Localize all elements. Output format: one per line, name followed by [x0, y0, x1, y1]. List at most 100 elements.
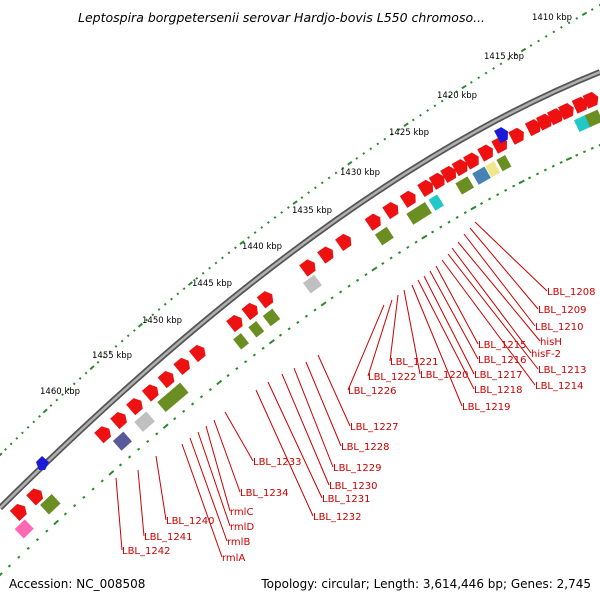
backbone-highlight	[0, 70, 600, 509]
summary-text: Topology: circular; Length: 3,614,446 bp…	[261, 577, 591, 591]
inner-tick	[128, 455, 132, 459]
tick-mark	[260, 226, 264, 229]
gene-arrow	[317, 246, 334, 264]
gene-arrow	[126, 398, 143, 416]
tick-mark	[355, 156, 359, 160]
inner-tick	[82, 495, 86, 499]
gene-block-khaki	[485, 161, 501, 178]
inner-tick	[347, 284, 351, 288]
tick-mark	[214, 261, 218, 265]
inner-tick	[470, 205, 477, 211]
tick-mark	[300, 196, 304, 199]
inner-tick	[504, 188, 508, 192]
inner-tick	[53, 519, 60, 526]
tick-mark	[4, 448, 7, 451]
tick-mark	[362, 152, 366, 155]
gene-label-16: LBL_1227	[350, 422, 398, 433]
inner-tick	[389, 256, 393, 260]
gene-label-26: rmlB	[227, 537, 250, 548]
gene-arrow	[582, 91, 599, 109]
gene-label-13: LBL_1221	[390, 357, 438, 368]
gene-label-22: LBL_1233	[253, 457, 301, 468]
tick-mark	[26, 425, 30, 429]
map-title: Leptospira borgpetersenii serovar Hardjo…	[78, 10, 486, 25]
tick-mark	[96, 360, 100, 364]
tick-label-5: 1435 kbp	[292, 206, 332, 216]
tick-mark	[440, 99, 444, 103]
gene-arrow	[256, 291, 274, 309]
gene-arrow	[440, 165, 456, 183]
leader-line	[389, 294, 399, 362]
gene-label-9: LBL_1217	[474, 370, 522, 381]
tick-mark	[341, 166, 345, 170]
gene-block-olive	[496, 155, 512, 172]
tick-mark	[590, 8, 594, 11]
accession-text: Accession: NC_008508	[9, 577, 146, 591]
inner-tick-ring	[0, 143, 600, 577]
gene-label-15: LBL_1226	[348, 386, 396, 397]
gene-label-10: LBL_1218	[474, 385, 522, 396]
tick-mark	[520, 47, 527, 53]
gene-label-14: LBL_1222	[368, 372, 416, 383]
tick-mark	[15, 436, 19, 440]
inner-tick	[364, 273, 368, 277]
leader-line	[189, 437, 228, 542]
tick-mark	[89, 365, 95, 371]
inner-tick	[244, 360, 248, 364]
inner-tick	[146, 439, 150, 444]
inner-tick	[479, 201, 484, 205]
tick-label-4: 1430 kbp	[340, 168, 380, 178]
tick-mark	[320, 181, 324, 185]
inner-tick	[598, 143, 600, 147]
gene-arrow	[94, 426, 111, 444]
tick-mark	[120, 339, 124, 343]
tick-mark	[581, 11, 588, 17]
leader-line	[474, 221, 548, 292]
inner-tick	[421, 234, 428, 240]
inner-tick	[447, 220, 451, 224]
leader-line	[213, 419, 241, 493]
gene-arrow-blue	[494, 127, 508, 144]
inner-tick	[208, 388, 212, 392]
gene-label-7: LBL_1215	[478, 340, 526, 351]
gene-arrow	[299, 259, 316, 277]
tick-mark	[208, 266, 211, 270]
tick-mark	[286, 206, 290, 209]
tick-mark	[151, 313, 155, 317]
gene-label-27: rmlA	[222, 553, 245, 564]
tick-mark	[537, 39, 540, 43]
tick-mark	[347, 160, 353, 166]
gene-label-8: LBL_1216	[478, 355, 526, 366]
tick-label-3: 1425 kbp	[389, 128, 429, 138]
leader-line	[435, 265, 479, 345]
inner-tick	[528, 176, 532, 180]
gene-arrow	[463, 152, 479, 170]
tick-label-10: 1460 kbp	[40, 387, 80, 397]
inner-tick	[108, 470, 115, 476]
gene-label-21: LBL_1232	[313, 512, 361, 523]
tick-mark	[280, 211, 284, 214]
gene-label-6: LBL_1214	[535, 381, 583, 392]
leader-line	[411, 284, 463, 407]
inner-tick	[0, 572, 3, 577]
inner-tick	[26, 546, 30, 550]
leader-line	[447, 253, 539, 370]
leader-line	[305, 361, 342, 447]
gene-arrow	[508, 127, 524, 145]
tick-mark	[307, 191, 311, 195]
leader-line	[469, 227, 539, 310]
gene-label-3: hisH	[540, 337, 562, 348]
inner-tick	[199, 395, 204, 399]
gene-label-17: LBL_1228	[341, 442, 389, 453]
gene-block-steel	[472, 166, 491, 185]
backbone	[0, 69, 600, 511]
tick-mark	[575, 17, 579, 20]
inner-tick	[63, 512, 67, 516]
tick-mark	[163, 302, 167, 306]
gene-label-12: LBL_1220	[420, 370, 468, 381]
gene-label-5: LBL_1213	[538, 365, 586, 376]
gene-block-olive	[584, 109, 600, 128]
outer-tick-ring	[0, 3, 600, 457]
tick-mark	[567, 21, 571, 25]
inner-tick	[137, 447, 141, 451]
